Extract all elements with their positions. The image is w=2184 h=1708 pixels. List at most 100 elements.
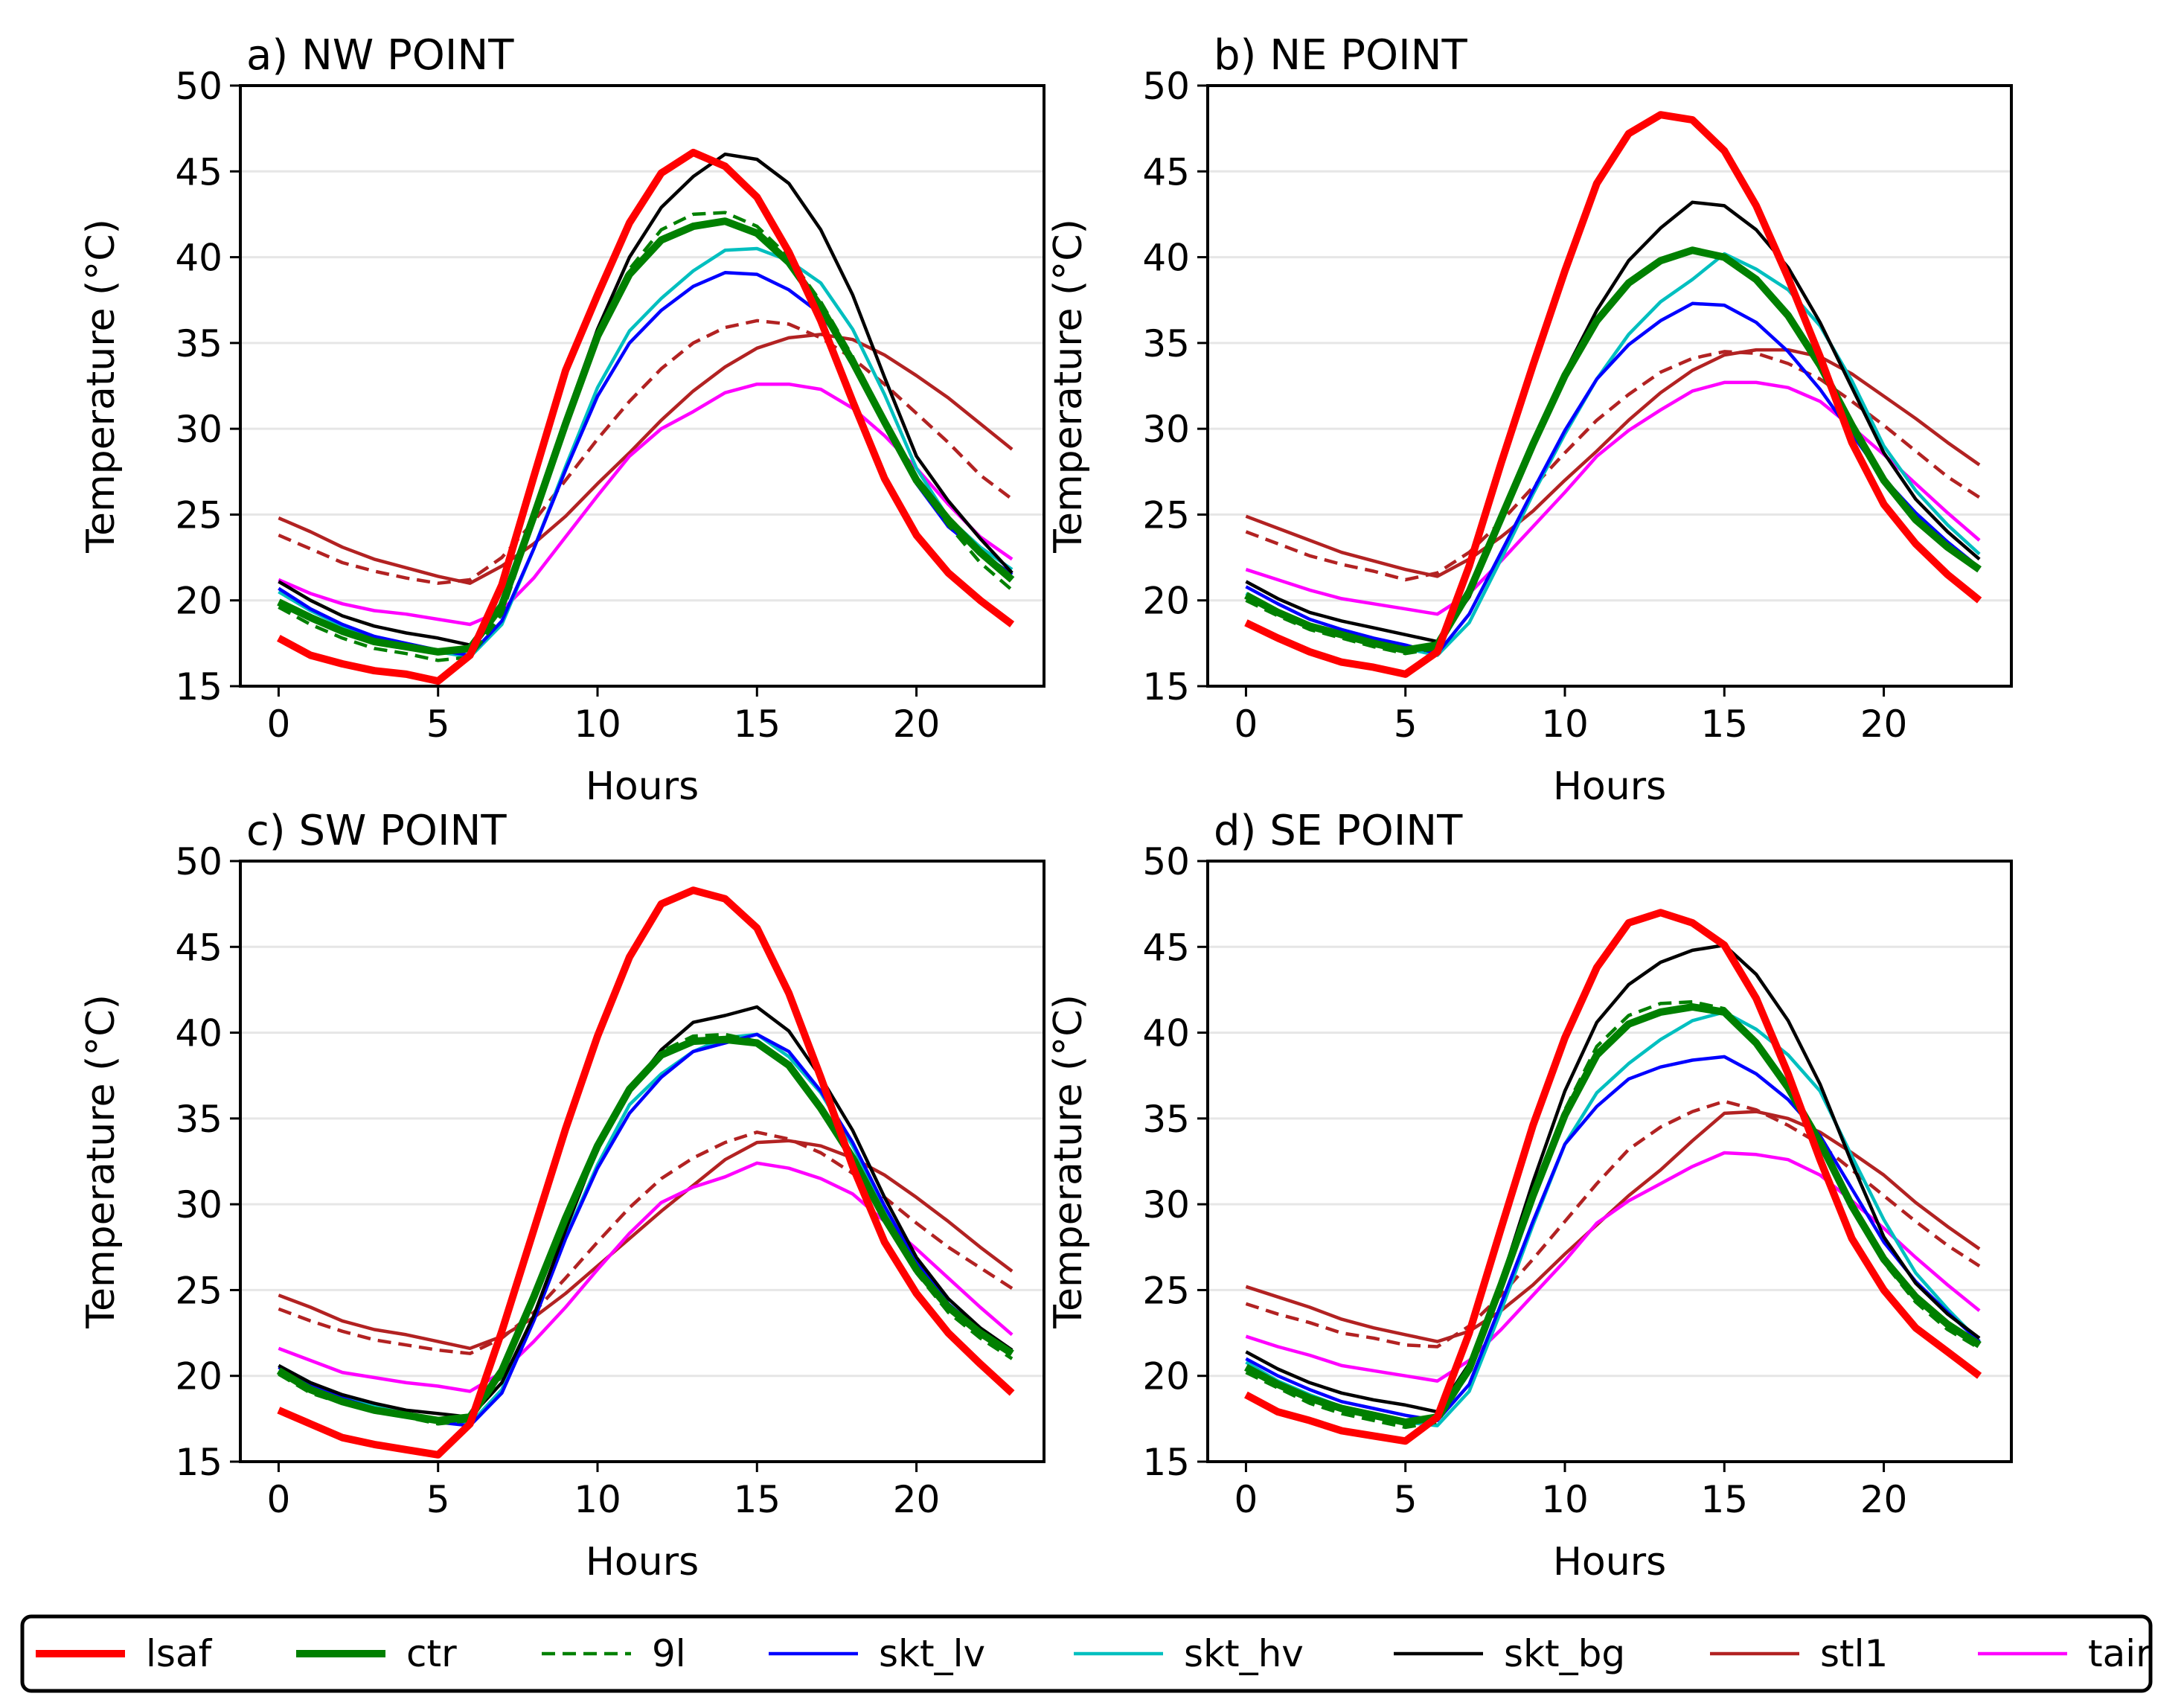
- x-tick-label: 5: [1394, 703, 1418, 746]
- panel-se-point: d) SE POINT Hours Temperature (°C) 0 5 10 1…: [1046, 807, 2013, 1584]
- y-tick-label: 30: [175, 408, 222, 451]
- x-tick-label: 0: [1234, 1478, 1258, 1521]
- y-tick-label: 45: [175, 150, 222, 193]
- x-tick-label: 15: [1700, 1478, 1748, 1521]
- y-axis-label: Temperature (°C): [1046, 219, 1091, 554]
- y-tick-label: 30: [1142, 408, 1190, 451]
- y-tick-label: 35: [1142, 322, 1190, 365]
- x-tick-label: 20: [1860, 1478, 1908, 1521]
- legend-label-ctr: ctr: [406, 1632, 457, 1675]
- legend: lsaf ctr 9l skt_lv skt_hv skt_bg stl1 tair: [20, 1614, 2153, 1693]
- y-tick-label: 25: [175, 1269, 222, 1312]
- series-line-stl1-dashed: [278, 1130, 1013, 1355]
- y-tick-label: 30: [175, 1183, 222, 1226]
- series-line-ctr: [276, 1035, 1014, 1424]
- x-tick-label: 10: [1541, 1478, 1589, 1521]
- x-tick-label: 20: [893, 703, 941, 746]
- axes-frame: [239, 84, 1045, 688]
- x-tick-label: 20: [1860, 703, 1908, 746]
- series-line-ctr: [1244, 1003, 1982, 1426]
- y-tick-label: 20: [175, 1355, 222, 1398]
- series-line-tair: [1245, 1151, 1981, 1383]
- legend-label-tair: tair: [2088, 1632, 2151, 1675]
- y-tick-label: 25: [175, 493, 222, 537]
- legend-label-9l: 9l: [652, 1632, 686, 1675]
- x-tick-label: 0: [1234, 703, 1258, 746]
- panel-sw-point: c) SW POINT Hours Temperature (°C) 0 5 10 1…: [79, 807, 1045, 1584]
- x-axis-label: Hours: [1553, 1540, 1666, 1584]
- y-tick-label: 40: [175, 1012, 222, 1055]
- series-line-skt_bg: [1245, 200, 1981, 644]
- x-tick-label: 15: [1700, 703, 1748, 746]
- panel-title: c) SW POINT: [246, 807, 507, 855]
- y-tick-label: 45: [175, 926, 222, 969]
- series-line-skt_bg: [1245, 943, 1981, 1414]
- x-tick-label: 10: [574, 703, 621, 746]
- axes-frame: [1206, 860, 2013, 1463]
- series-line-ctr: [1244, 246, 1982, 654]
- panel-ne-point: b) NE POINT Hours Temperature (°C) 0 5 10 1…: [1046, 31, 2013, 809]
- x-tick-label: 5: [426, 1478, 450, 1521]
- y-tick-label: 35: [175, 322, 222, 365]
- y-tick-label: 50: [1142, 65, 1190, 108]
- legend-label-lsaf: lsaf: [146, 1632, 213, 1675]
- x-tick-label: 0: [267, 1478, 291, 1521]
- y-tick-label: 45: [1142, 150, 1190, 193]
- x-tick-label: 10: [1541, 703, 1589, 746]
- x-tick-label: 0: [267, 703, 291, 746]
- y-axis-label: Temperature (°C): [79, 994, 124, 1329]
- y-tick-label: 20: [1142, 1355, 1190, 1398]
- x-tick-label: 5: [1394, 1478, 1418, 1521]
- y-axis-label: Temperature (°C): [1046, 994, 1091, 1329]
- y-tick-label: 15: [175, 1441, 222, 1484]
- series-line-lsaf: [1244, 111, 1982, 678]
- y-tick-label: 50: [175, 65, 222, 108]
- series-line-stl1-dashed: [1245, 1099, 1981, 1349]
- y-tick-label: 15: [1142, 1441, 1190, 1484]
- series-line-lsaf: [277, 148, 1015, 685]
- series-line-9l-dashed: [278, 211, 1013, 662]
- y-tick-label: 45: [1142, 926, 1190, 969]
- y-tick-label: 35: [1142, 1098, 1190, 1141]
- series-line-skt_bg: [278, 152, 1013, 647]
- y-tick-label: 40: [1142, 237, 1190, 280]
- y-tick-label: 25: [1142, 1269, 1190, 1312]
- x-tick-label: 5: [426, 703, 450, 746]
- series-line-tair: [278, 382, 1013, 627]
- legend-label-stl1: stl1: [1820, 1632, 1888, 1675]
- legend-label-skt_bg: skt_bg: [1504, 1632, 1625, 1675]
- y-tick-label: 40: [1142, 1012, 1190, 1055]
- axes-frame: [1206, 84, 2013, 688]
- panel-title: d) SE POINT: [1214, 807, 1463, 855]
- y-tick-label: 20: [1142, 580, 1190, 623]
- y-tick-label: 50: [1142, 840, 1190, 883]
- series-line-lsaf: [1244, 909, 1982, 1445]
- y-tick-label: 50: [175, 840, 222, 883]
- series-line-stl1: [278, 333, 1013, 585]
- x-axis-label: Hours: [586, 1540, 699, 1584]
- x-axis-label: Hours: [586, 764, 699, 809]
- series-line-stl1: [1245, 348, 1981, 578]
- series-line-stl1-dashed: [1245, 350, 1981, 582]
- series-line-stl1: [1245, 1110, 1981, 1343]
- x-tick-label: 20: [893, 1478, 941, 1521]
- y-tick-label: 25: [1142, 493, 1190, 537]
- panel-title: b) NE POINT: [1214, 31, 1468, 80]
- series-line-skt_lv: [278, 271, 1013, 657]
- y-tick-label: 40: [175, 237, 222, 280]
- x-axis-label: Hours: [1553, 764, 1666, 809]
- series-line-lsaf: [277, 886, 1015, 1459]
- y-tick-label: 15: [175, 665, 222, 709]
- x-tick-label: 15: [733, 703, 781, 746]
- legend-label-skt_hv: skt_hv: [1184, 1632, 1304, 1675]
- y-tick-label: 15: [1142, 665, 1190, 709]
- series-line-skt_lv: [1245, 1055, 1981, 1422]
- x-tick-label: 10: [574, 1478, 621, 1521]
- y-tick-label: 30: [1142, 1183, 1190, 1226]
- y-tick-label: 20: [175, 580, 222, 623]
- series-line-ctr: [277, 217, 1015, 656]
- x-tick-label: 15: [733, 1478, 781, 1521]
- y-axis-label: Temperature (°C): [79, 219, 124, 554]
- panel-nw-point: a) NW POINT Hours Temperature (°C) 0 5 10 1…: [79, 31, 1045, 809]
